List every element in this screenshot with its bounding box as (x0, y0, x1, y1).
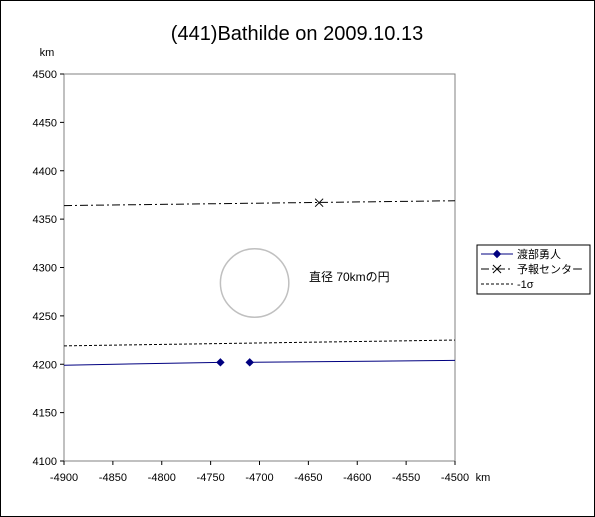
reference-circle (219, 248, 290, 318)
x-tick-label: -4500 (441, 472, 469, 484)
chart-title: (441)Bathilde on 2009.10.13 (171, 23, 423, 45)
x-tick-label: -4550 (392, 472, 420, 484)
x-tick-label: -4900 (50, 472, 78, 484)
y-tick-label: 4350 (33, 214, 57, 226)
series-2 (63, 198, 456, 208)
legend-label: -1σ (517, 279, 534, 291)
x-tick-label: -4600 (343, 472, 371, 484)
x-axis-unit: km (476, 472, 491, 484)
legend-item: 予報センター (481, 263, 583, 276)
legend-marker (492, 249, 502, 259)
y-tick-label: 4500 (33, 69, 57, 81)
series-line (249, 359, 456, 363)
x-tick-label: -4850 (99, 472, 127, 484)
circle-annotation: 直径 70kmの円 (309, 270, 390, 284)
legend-item: -1σ (481, 279, 534, 291)
series-line (63, 200, 456, 207)
plot-area (63, 73, 456, 462)
y-tick-label: 4450 (33, 117, 57, 129)
x-tick-label: -4750 (197, 472, 225, 484)
y-tick-label: 4400 (33, 166, 57, 178)
data-point (216, 358, 225, 367)
y-tick-label: 4200 (33, 359, 57, 371)
y-tick-label: 4100 (33, 456, 57, 468)
series-1 (63, 358, 456, 367)
y-tick-label: 4150 (33, 408, 57, 420)
data-point (314, 198, 324, 208)
y-tick-label: 4300 (33, 263, 57, 275)
legend-label: 渡部勇人 (517, 247, 561, 261)
legend-marker (492, 264, 502, 274)
series-line (63, 361, 221, 366)
x-tick-label: -4800 (148, 472, 176, 484)
legend-label: 予報センター (517, 263, 583, 276)
y-tick-label: 4250 (33, 311, 57, 323)
y-axis-unit: km (40, 47, 55, 59)
series-3 (63, 339, 456, 347)
legend-item: 渡部勇人 (481, 247, 561, 261)
x-tick-label: -4650 (294, 472, 322, 484)
x-tick-label: -4700 (245, 472, 273, 484)
data-point (245, 358, 254, 367)
series-line (63, 339, 456, 347)
